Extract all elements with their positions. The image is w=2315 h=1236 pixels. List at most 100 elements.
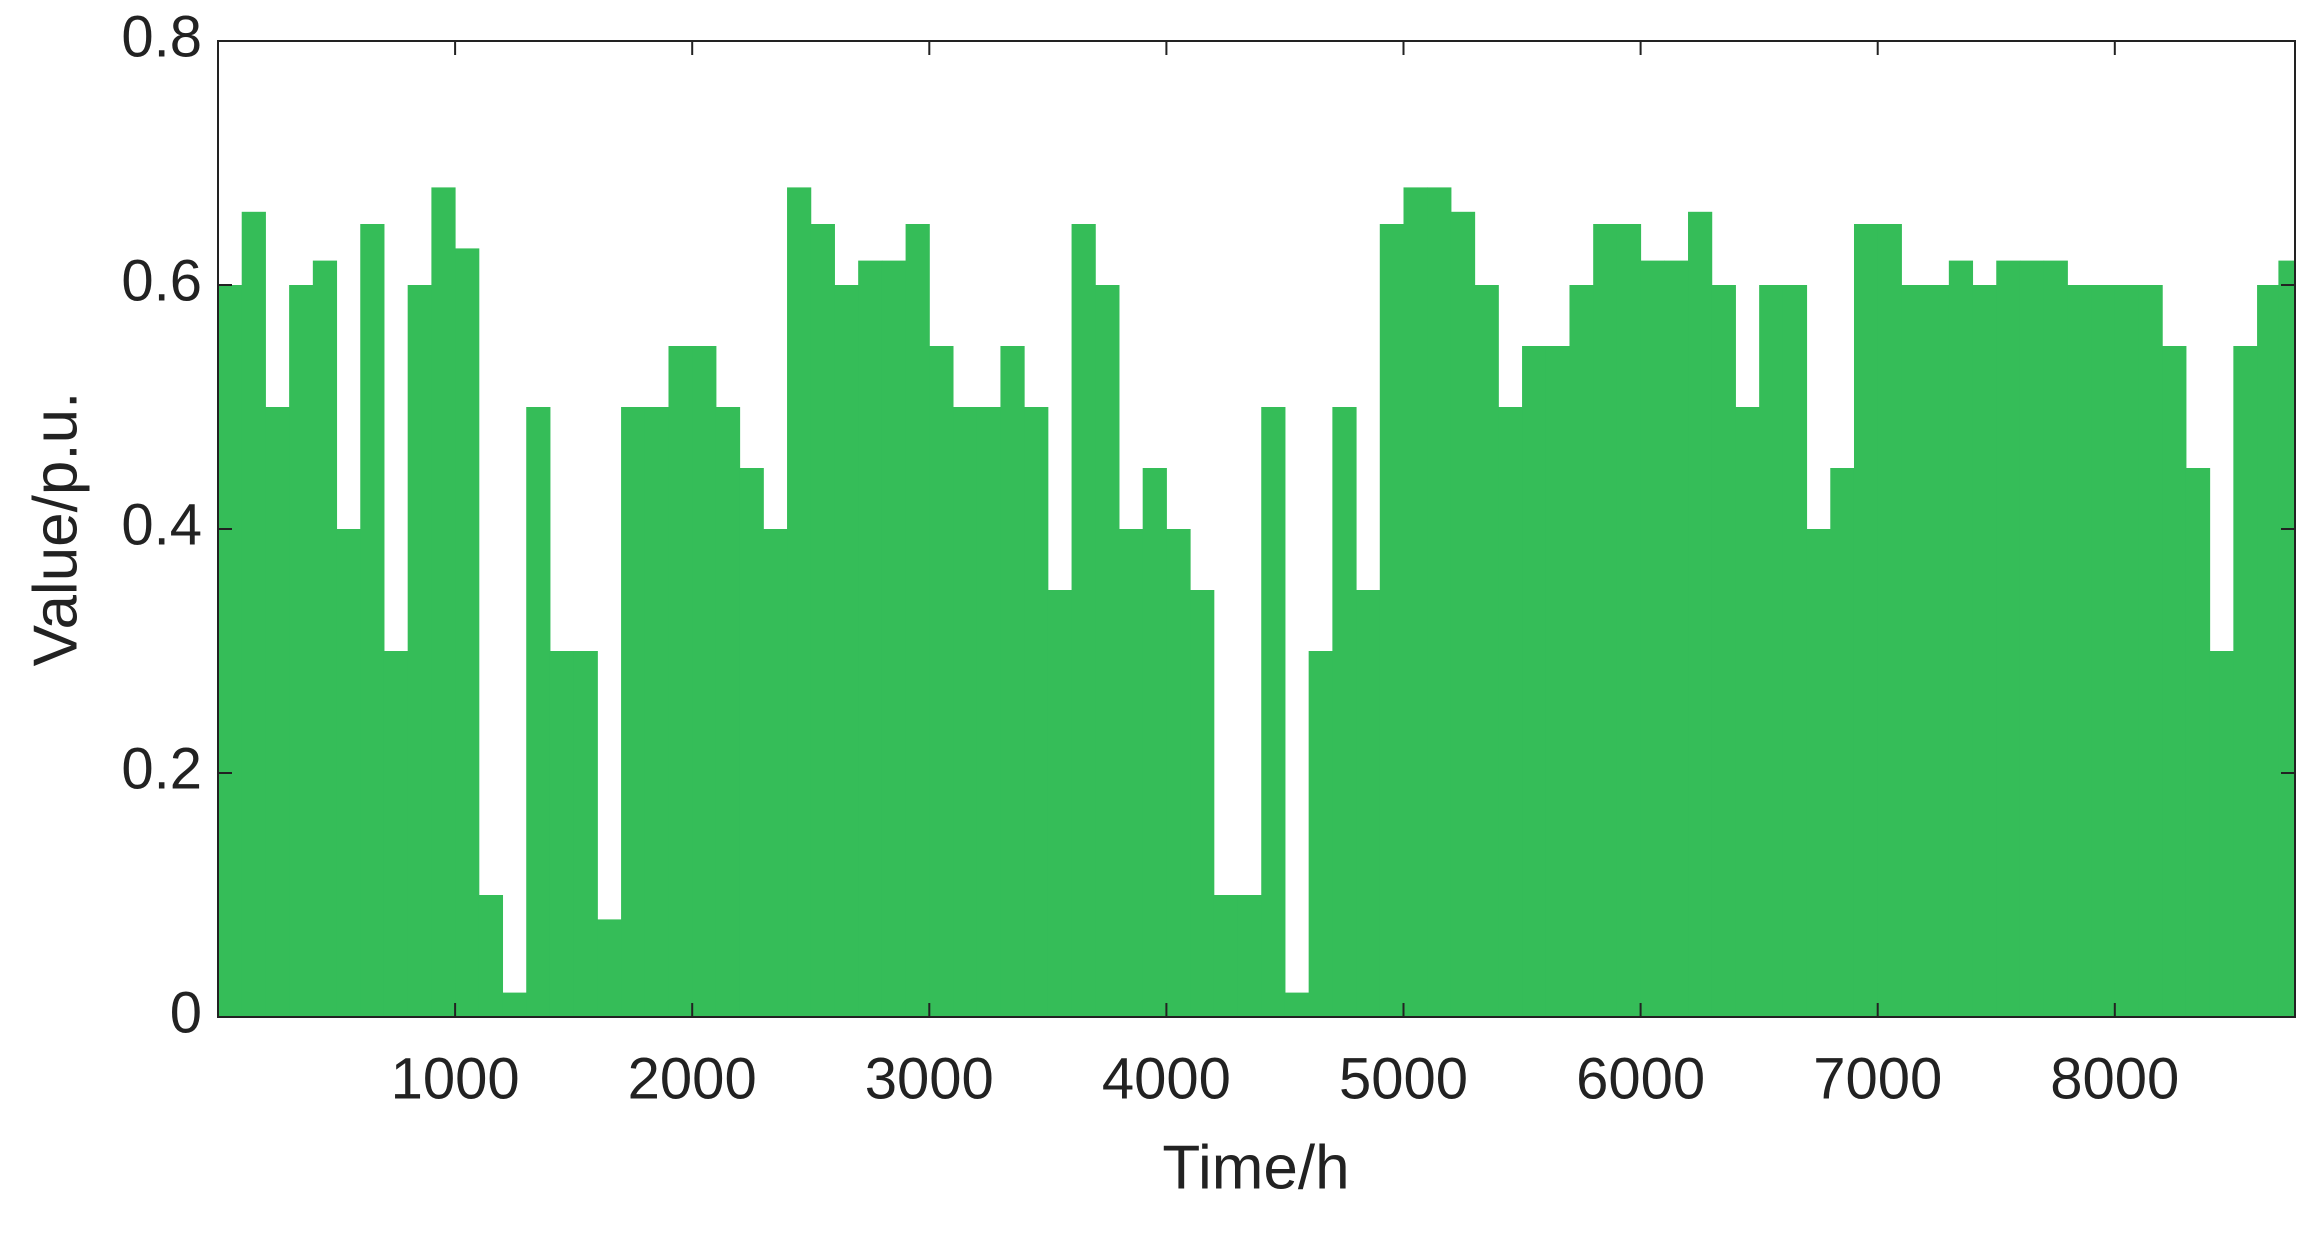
bar — [1071, 224, 1096, 1017]
bar — [1853, 224, 1879, 1017]
bar — [2185, 468, 2211, 1017]
bar — [976, 407, 1001, 1017]
x-tick-label: 1000 — [391, 1046, 520, 1111]
bar — [1213, 895, 1239, 1017]
x-tick-label: 3000 — [865, 1046, 994, 1111]
bar — [2114, 285, 2140, 1017]
bar — [1948, 260, 1974, 1018]
x-tick-label: 4000 — [1102, 1046, 1231, 1111]
bar — [1261, 407, 1286, 1017]
bar — [455, 248, 480, 1017]
y-axis-label: Value/p.u. — [21, 392, 90, 667]
bar — [336, 529, 361, 1017]
y-tick-label: 0.6 — [121, 248, 202, 313]
bar — [1000, 346, 1025, 1017]
x-tick-label: 5000 — [1339, 1046, 1468, 1111]
bar — [573, 651, 598, 1017]
bar — [858, 260, 883, 1018]
bar — [763, 529, 788, 1017]
bar — [1759, 285, 1784, 1017]
bar — [668, 346, 693, 1017]
bar — [1427, 187, 1452, 1017]
bar — [1308, 651, 1333, 1017]
bar — [621, 407, 646, 1017]
bar — [715, 407, 741, 1017]
x-tick-label: 7000 — [1813, 1046, 1942, 1111]
bar — [692, 346, 717, 1017]
bar — [834, 285, 859, 1017]
bar — [1450, 211, 1476, 1018]
bar — [526, 407, 551, 1017]
bar — [1522, 346, 1547, 1017]
bar — [644, 407, 669, 1017]
bar — [289, 285, 314, 1017]
bar — [2067, 285, 2092, 1017]
x-tick-label: 8000 — [2050, 1046, 2179, 1111]
bar — [787, 187, 812, 1017]
bar — [502, 992, 527, 1017]
bar — [2233, 346, 2258, 1017]
bar — [218, 285, 243, 1017]
bar — [1877, 224, 1902, 1017]
bar — [312, 260, 338, 1018]
bar — [597, 919, 622, 1017]
bar — [1545, 346, 1570, 1017]
bar — [2043, 260, 2068, 1018]
y-tick-label: 0.8 — [121, 4, 202, 69]
bar — [1593, 224, 1618, 1017]
bar — [2257, 285, 2279, 1017]
bar — [2278, 260, 2296, 1018]
bar — [1830, 468, 1855, 1017]
bar — [1379, 224, 1405, 1017]
bar — [1735, 407, 1760, 1017]
bar — [1047, 590, 1073, 1017]
x-tick-label: 6000 — [1576, 1046, 1705, 1111]
bar — [1237, 895, 1262, 1017]
bar — [1901, 285, 1926, 1017]
bar — [1996, 260, 2021, 1018]
bar — [2138, 285, 2163, 1017]
bar — [1166, 529, 1191, 1017]
bar — [1806, 529, 1831, 1017]
bar — [478, 895, 504, 1017]
bar — [2162, 346, 2187, 1017]
bar — [1640, 260, 1665, 1018]
bar — [881, 260, 907, 1018]
bar — [1190, 590, 1215, 1017]
bar — [1356, 590, 1381, 1017]
y-tick-label: 0.4 — [121, 492, 202, 557]
bar — [241, 211, 266, 1018]
bar — [929, 346, 954, 1017]
bar — [1782, 285, 1808, 1017]
bar — [810, 224, 835, 1017]
bar — [1332, 407, 1357, 1017]
bar — [2091, 285, 2116, 1017]
bar — [1972, 285, 1997, 1017]
bar — [1118, 529, 1144, 1017]
y-tick-label: 0.2 — [121, 736, 202, 801]
bar — [265, 407, 290, 1017]
x-tick-label: 2000 — [628, 1046, 757, 1111]
bar — [905, 224, 930, 1017]
x-axis-label: Time/h — [1162, 1133, 1349, 1202]
bar — [383, 651, 409, 1017]
bar — [360, 224, 385, 1017]
bar — [1616, 224, 1642, 1017]
bar — [953, 407, 978, 1017]
bar — [1711, 285, 1736, 1017]
bar — [431, 187, 456, 1017]
bar — [407, 285, 432, 1017]
bar — [739, 468, 764, 1017]
bar — [1403, 187, 1428, 1017]
bar — [1095, 285, 1120, 1017]
bar — [1498, 407, 1523, 1017]
bar — [1024, 407, 1049, 1017]
bar — [1664, 260, 1689, 1018]
bar — [1569, 285, 1594, 1017]
bar — [2019, 260, 2045, 1018]
bar — [1925, 285, 1950, 1017]
y-tick-label: 0 — [170, 980, 202, 1045]
bar — [549, 651, 575, 1017]
